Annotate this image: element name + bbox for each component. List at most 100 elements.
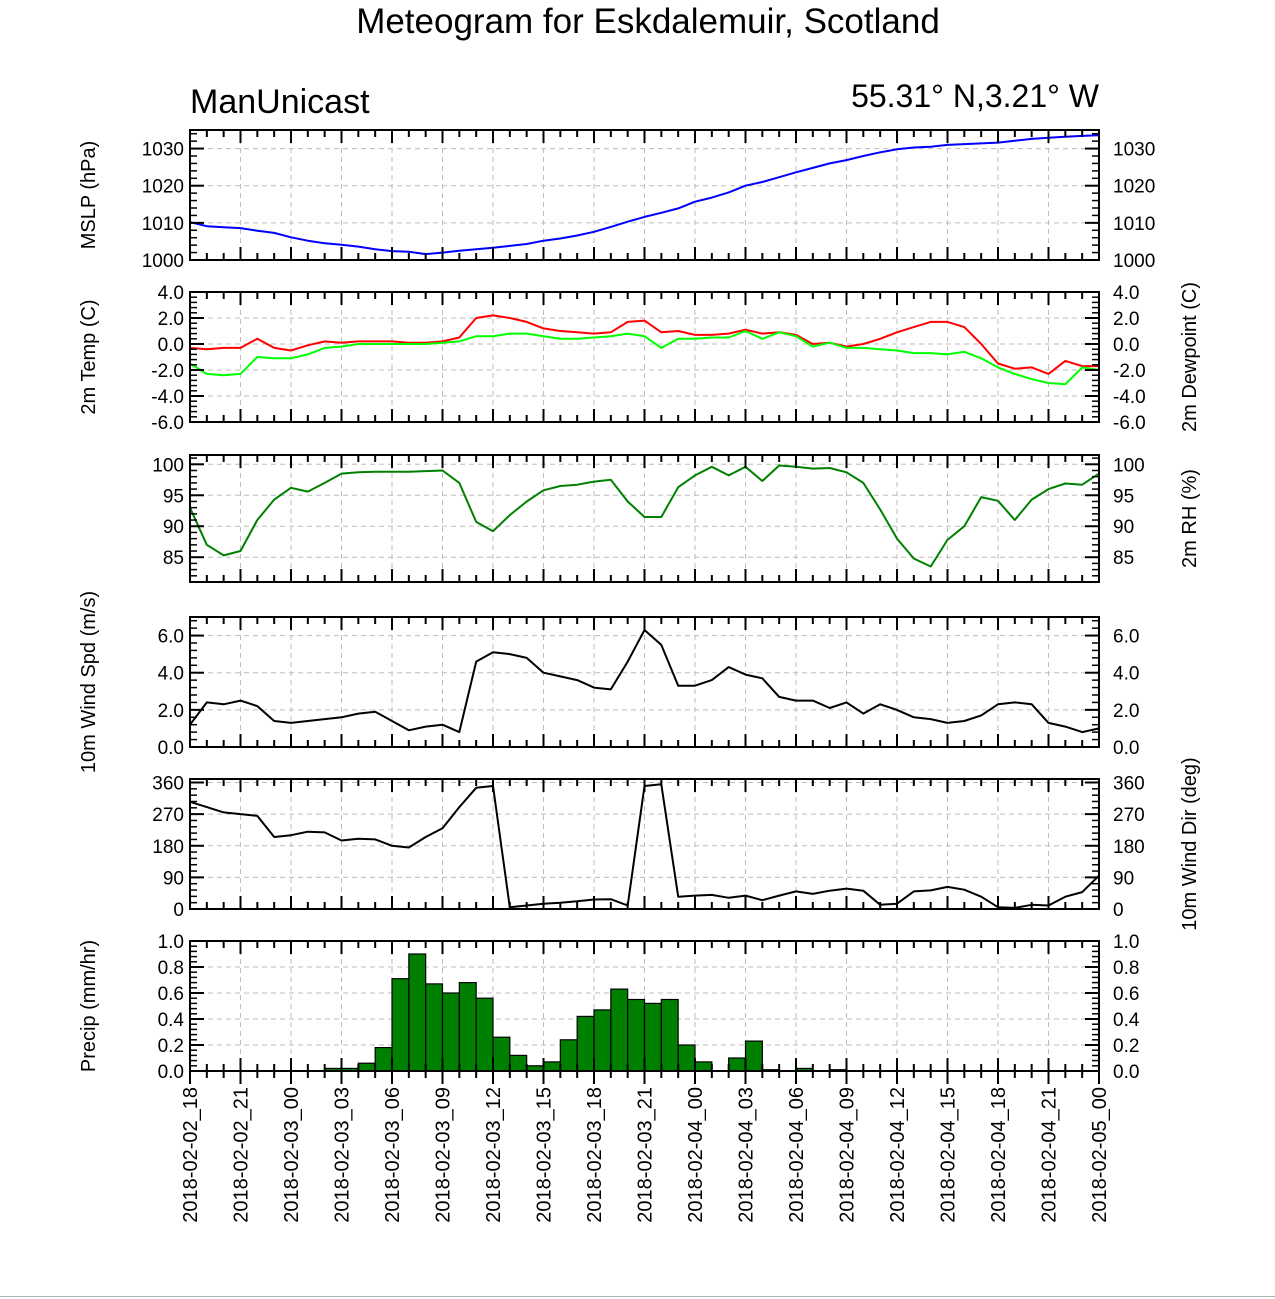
bottom-divider: [0, 1296, 1275, 1297]
x-tick-label: 2018-02-03_03: [332, 1087, 354, 1223]
x-tick-label: 2018-02-03_15: [534, 1087, 556, 1223]
precip-bar: [677, 1044, 696, 1072]
y-tick-label: 85: [1113, 548, 1134, 569]
precip-bar: [374, 1046, 393, 1072]
precip-bar: [425, 983, 444, 1072]
y-tick-label: 0.6: [158, 984, 184, 1005]
y-tick-label: 2.0: [158, 309, 184, 330]
x-tick-label: 2018-02-02_21: [231, 1087, 253, 1223]
precip-bar: [391, 978, 410, 1072]
x-tick-label: 2018-02-03_00: [281, 1087, 303, 1223]
y-tick-label: 90: [1113, 517, 1134, 538]
y-tick-label: 1030: [1113, 140, 1155, 161]
panel-5: 0 0 90 90 180 180 270 270 360 360 10m Wind Dir (de…: [152, 757, 1201, 930]
x-tick-label: 2018-02-03_21: [635, 1087, 657, 1223]
y-tick-label: 0.2: [1113, 1036, 1139, 1057]
y-tick-label: 360: [1113, 774, 1145, 795]
y-tick-label: 100: [152, 455, 184, 476]
x-tick-label: 2018-02-05_00: [1089, 1087, 1111, 1223]
precip-bar: [458, 981, 477, 1072]
y-tick-label: 2.0: [1113, 701, 1139, 722]
x-tick-label: 2018-02-03_06: [382, 1087, 404, 1223]
y-tick-label: 0.0: [1113, 1062, 1139, 1083]
series-line-1: [189, 314, 1100, 385]
y-tick-label: 1010: [142, 214, 184, 235]
x-tick-label: 2018-02-02_18: [180, 1087, 202, 1223]
series-line-1: [189, 464, 1100, 568]
x-tick-label: 2018-02-04_21: [1039, 1087, 1061, 1223]
y-axis-title-right: 2m RH (%): [1179, 469, 1201, 568]
precip-bar: [509, 1054, 528, 1072]
precip-bar: [441, 992, 460, 1072]
precip-bar: [694, 1061, 713, 1072]
y-tick-label: 360: [152, 774, 184, 795]
y-tick-label: 1030: [142, 140, 184, 161]
panel-4: 0.0 0.0 2.0 2.0 4.0 4.0 6.0 6.0 10m Wind Spd (m/…: [78, 591, 1139, 773]
precip-bar: [408, 953, 427, 1072]
y-tick-label: 6.0: [1113, 627, 1139, 648]
y-axis-title-left: 2m Temp (C): [78, 299, 100, 414]
y-tick-label: 270: [1113, 805, 1145, 826]
y-tick-label: 1020: [142, 177, 184, 198]
panel-6: 0.0 0.0 0.2 0.2 0.4 0.4 0.6 0.6 0.8 0.8 1.0 1.0 Prec…: [78, 932, 1140, 1083]
y-tick-label: 95: [163, 486, 184, 507]
x-tick-label: 2018-02-03_12: [483, 1087, 505, 1223]
y-tick-label: 0: [173, 900, 184, 921]
model-label: ManUnicast: [190, 83, 370, 121]
y-tick-label: 0.6: [1113, 984, 1139, 1005]
y-tick-label: -6.0: [1113, 413, 1146, 434]
x-tick-label: 2018-02-04_00: [685, 1087, 707, 1223]
precip-bar: [475, 997, 494, 1072]
y-tick-label: 1.0: [1113, 932, 1139, 953]
x-tick-label: 2018-02-03_18: [584, 1087, 606, 1223]
y-tick-label: -2.0: [1113, 361, 1146, 382]
y-tick-label: 1000: [142, 251, 184, 272]
y-tick-label: 0.8: [158, 958, 184, 979]
y-tick-label: -4.0: [151, 387, 184, 408]
y-tick-label: 0.0: [158, 1062, 184, 1083]
precip-bar: [643, 1002, 662, 1072]
precip-bar: [744, 1040, 763, 1072]
x-axis: 2018-02-02_18 2018-02-02_21 2018-02-03_00 2…: [180, 1071, 1111, 1223]
y-tick-label: 0.0: [158, 335, 184, 356]
precip-bar: [542, 1061, 561, 1072]
y-tick-label: 1.0: [158, 932, 184, 953]
figure-title: Meteogram for Eskdalemuir, Scotland: [356, 2, 940, 41]
precip-bar: [728, 1057, 747, 1072]
y-tick-label: 90: [1113, 868, 1134, 889]
series-line-1: [189, 134, 1100, 256]
precip-bar: [576, 1015, 595, 1072]
y-tick-label: -2.0: [151, 361, 184, 382]
x-tick-label: 2018-02-04_03: [736, 1087, 758, 1223]
precip-bar: [593, 1009, 612, 1072]
y-tick-label: 95: [1113, 486, 1134, 507]
y-tick-label: 4.0: [158, 664, 184, 685]
x-tick-label: 2018-02-03_09: [433, 1087, 455, 1223]
x-tick-label: 2018-02-04_15: [938, 1087, 960, 1223]
y-tick-label: 85: [163, 548, 184, 569]
series-line-2: [189, 330, 1100, 390]
y-tick-label: 2.0: [158, 701, 184, 722]
x-tick-label: 2018-02-04_06: [786, 1087, 808, 1223]
y-tick-label: 0.0: [1113, 335, 1139, 356]
precip-bar: [559, 1039, 578, 1072]
y-tick-label: 6.0: [158, 627, 184, 648]
y-tick-label: -6.0: [151, 413, 184, 434]
y-tick-label: 4.0: [1113, 283, 1139, 304]
y-tick-label: 270: [152, 805, 184, 826]
x-tick-label: 2018-02-04_12: [887, 1087, 909, 1223]
precip-bar: [660, 998, 679, 1072]
y-axis-title-left: Precip (mm/hr): [78, 940, 100, 1072]
precip-bar: [610, 988, 629, 1072]
location-coordinates: 55.31° N,3.21° W: [851, 78, 1100, 114]
x-tick-label: 2018-02-04_09: [837, 1087, 859, 1223]
y-tick-label: 180: [1113, 837, 1145, 858]
panel-3: 85 85 90 90 95 95 100 100 2m RH (%): [152, 454, 1201, 583]
y-tick-label: 100: [1113, 455, 1145, 476]
y-tick-label: 1000: [1113, 251, 1155, 272]
y-axis-title-right: 2m Dewpoint (C): [1179, 282, 1201, 432]
precip-bar: [627, 998, 646, 1072]
y-tick-label: 1020: [1113, 177, 1155, 198]
